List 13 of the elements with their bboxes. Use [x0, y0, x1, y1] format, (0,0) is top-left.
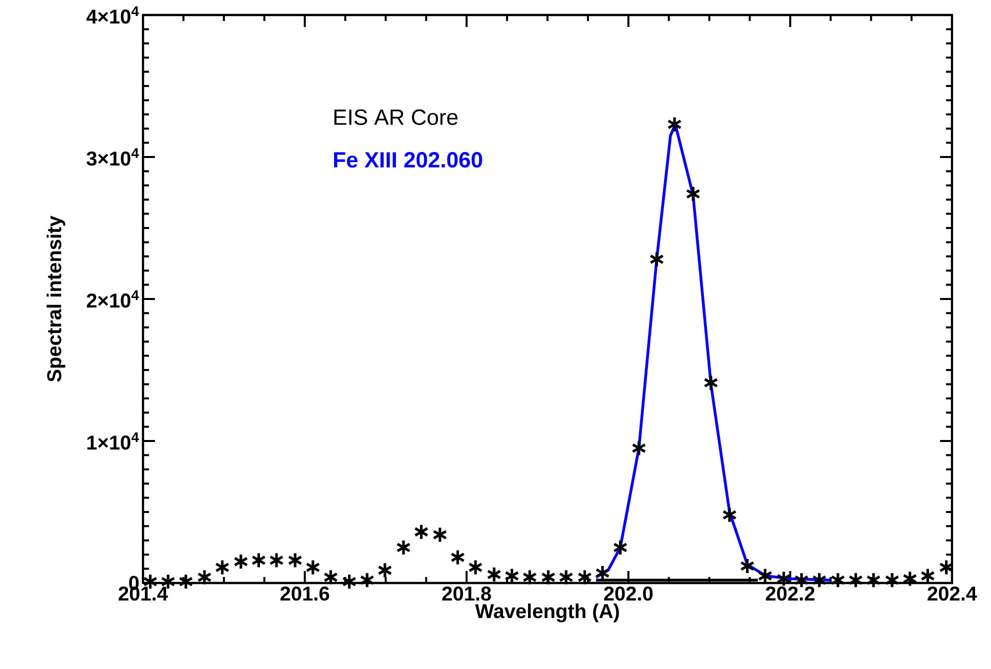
x-axis-title: Wavelength (A) [475, 604, 619, 622]
x-tick-label: 201.6 [280, 586, 330, 601]
y-tick-label: 3×10$^{4}$ [86, 148, 139, 166]
annotation: EIS AR Core [334, 109, 458, 126]
x-tick-label: 201.8 [442, 586, 492, 601]
y-tick-label: 1×10$^{4}$ [87, 432, 139, 450]
y-tick-label: 4×10$^{4}$ [86, 6, 139, 24]
y-axis-title: Spectral intensity [46, 216, 66, 382]
x-tick-label: 202.0 [604, 586, 653, 601]
x-tick-label: 202.4 [928, 586, 977, 601]
y-tick-label: 2×10$^{4}$ [86, 290, 139, 308]
text: Fe XIII 202.060 [334, 152, 482, 168]
x-tick-label: 202.2 [766, 586, 814, 601]
